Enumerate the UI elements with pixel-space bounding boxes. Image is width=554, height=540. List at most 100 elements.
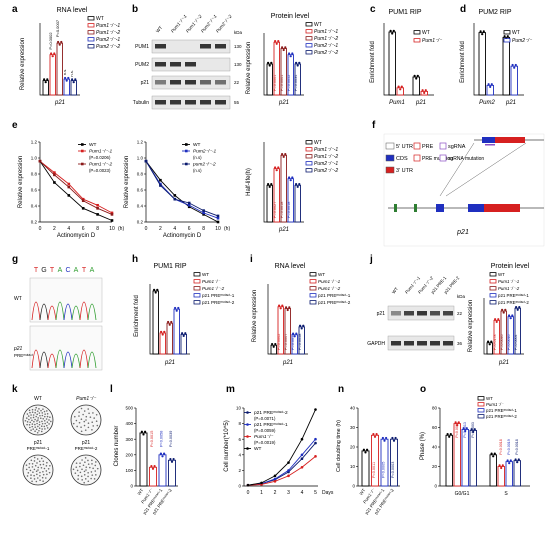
blot-band (404, 341, 414, 346)
series-line (145, 160, 219, 223)
colony (72, 468, 75, 471)
data-point (302, 324, 305, 327)
data-point (489, 85, 492, 88)
colony (33, 456, 36, 459)
exon-3utr (484, 204, 520, 212)
colony (37, 469, 39, 471)
blot-band (155, 62, 166, 67)
colony (84, 429, 87, 431)
colony (31, 419, 33, 422)
legend-entry: WT (318, 272, 325, 277)
colony (26, 421, 29, 423)
x-tick-label: 0 (39, 226, 42, 232)
legend-entry: p21 PREᵐᵘᵗᵃⁿᵗ-1 (254, 422, 288, 428)
blot-band (417, 341, 427, 346)
legend-entry: Pum1⁻/⁻-1 (498, 279, 520, 284)
data-point (392, 439, 396, 442)
colony (31, 462, 34, 465)
colony (34, 426, 37, 428)
colony (73, 415, 76, 418)
bar-d (478, 32, 486, 96)
panel-label-n: n (338, 384, 344, 395)
data-point (277, 166, 280, 169)
data-point (498, 464, 501, 467)
bar-b (294, 63, 301, 96)
data-point (488, 343, 491, 346)
data-point (182, 334, 185, 337)
trace-peak (87, 303, 97, 321)
data-point (57, 40, 60, 44)
y-tick-label: 0.8 (137, 172, 144, 177)
colony (45, 410, 48, 412)
well-label: Pum1⁻/⁻ (76, 396, 96, 402)
y-tick-label: 1.2 (31, 140, 38, 145)
colony (42, 470, 44, 473)
legend-swatch (385, 142, 395, 150)
bar-d (510, 65, 518, 96)
legend-entry: Pum1⁻/⁻-2 (314, 154, 338, 160)
data-point (391, 436, 394, 440)
colony (43, 410, 46, 413)
p-value: n.s. (69, 70, 74, 76)
colony (40, 457, 43, 460)
legend-pvalue: (P=0.0206) (89, 155, 111, 160)
colony (30, 414, 32, 416)
colony (41, 420, 43, 423)
bar-o (513, 460, 521, 487)
p-value: P=0.0046 (500, 335, 504, 351)
chromatogram-frame (29, 277, 103, 323)
legend-swatch (309, 279, 317, 284)
y-axis-label: Phase (%) (420, 432, 426, 460)
colony (41, 422, 44, 425)
y-tick-label: 80 (432, 406, 438, 411)
panel-label-l: l (110, 384, 113, 395)
legend-entry: WT (202, 272, 209, 277)
data-point (246, 483, 250, 487)
colony (34, 423, 36, 426)
p-value: P=0.0027 (273, 202, 277, 218)
legend-swatch (413, 142, 421, 150)
legend-swatch (305, 168, 313, 173)
colony (89, 466, 91, 469)
bar-h (159, 332, 166, 355)
bar-h (173, 308, 180, 355)
y-axis-label: Enrichment fold (370, 41, 376, 83)
legend-entry: WT (314, 22, 322, 28)
colony (76, 469, 79, 472)
p-value: P=0.0001 (273, 75, 277, 91)
colony (75, 462, 78, 464)
x-tick-label: 2 (274, 490, 277, 496)
blot-band (155, 44, 166, 49)
zoom-line (445, 142, 527, 197)
legend-entry: Pum1⁻/⁻-2 (498, 286, 520, 291)
p-value: P=0.0178 (493, 335, 497, 351)
x-tick-label: G0/G1 (455, 491, 470, 497)
legend-swatch (305, 140, 313, 145)
colony (80, 426, 82, 429)
colony (37, 466, 40, 469)
p-value: P=0.0007 (284, 334, 288, 350)
row-label: WT (14, 296, 22, 302)
p-value: P=0.0001 (455, 422, 459, 438)
legend-entry: WT (314, 140, 322, 146)
exon-cds (436, 204, 444, 212)
legend-swatch (489, 279, 497, 284)
panel-label-c: c (370, 4, 376, 15)
data-point (516, 461, 519, 464)
legend-swatch (413, 38, 421, 43)
legend-swatch (385, 166, 395, 174)
legend-entry: PRE mutation (422, 156, 453, 162)
legend-entry: p21 PREᵐᵘᵗᵃⁿᵗ-2 (486, 414, 517, 419)
x-tick-label: Pum2 (479, 100, 495, 106)
data-point (170, 460, 174, 463)
legend-marker (185, 162, 188, 166)
colony (79, 471, 82, 474)
legend-entry: Pum1⁻/⁻-1 (318, 279, 341, 284)
data-point (268, 64, 271, 67)
p-value: P=0.0058 (160, 431, 164, 447)
colony (91, 428, 93, 431)
data-point (415, 77, 418, 80)
panel-h-title: PUM1 RIP (153, 263, 186, 270)
data-point (168, 323, 171, 326)
colony (38, 429, 40, 432)
